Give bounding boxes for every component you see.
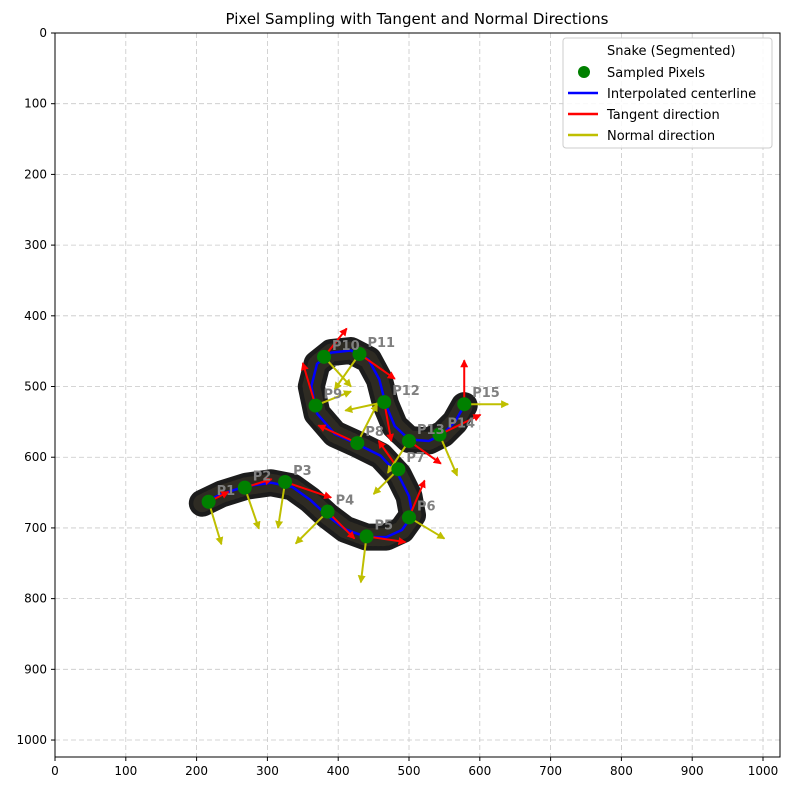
- sampled-pixel-point: [402, 433, 417, 448]
- point-label: P11: [367, 336, 395, 351]
- plot-frame: [54, 32, 781, 758]
- point-label: P15: [472, 386, 500, 401]
- x-tick-label: 800: [610, 764, 633, 778]
- sampled-pixel-point: [237, 480, 252, 495]
- sampled-pixel-point: [391, 462, 406, 477]
- y-tick-label: 800: [24, 592, 47, 606]
- normal-arrow: [333, 353, 361, 391]
- point-label: P8: [365, 425, 384, 440]
- x-tick-label: 900: [681, 764, 704, 778]
- x-tick-label: 100: [114, 764, 137, 778]
- x-tick-label: 300: [256, 764, 279, 778]
- normal-arrow: [275, 481, 287, 529]
- point-label: P9: [324, 388, 343, 403]
- y-tick-label: 400: [24, 309, 47, 323]
- point-label: P13: [417, 423, 445, 438]
- y-axis: 0 100 200 300 400 500 600 700 800 900 1000: [16, 26, 55, 747]
- y-tick-label: 700: [24, 521, 47, 535]
- x-tick-label: 0: [51, 764, 59, 778]
- sampled-pixel-point: [320, 504, 335, 519]
- sampled-pixel-point: [350, 436, 365, 451]
- legend-box: [562, 37, 773, 149]
- x-tick-label: 500: [398, 764, 421, 778]
- sampled-pixel-point: [201, 494, 216, 509]
- y-tick-label: 600: [24, 450, 47, 464]
- x-tick-label: 600: [468, 764, 491, 778]
- y-tick-label: 0: [39, 26, 47, 40]
- point-label: P12: [392, 384, 420, 399]
- tangent-arrow: [439, 413, 482, 436]
- x-axis: 0 100 200 300 400 500 600 700 800 900 1000: [51, 757, 778, 778]
- sampled-pixel-point: [377, 395, 392, 410]
- tangent-arrow: [300, 362, 317, 406]
- sampled-pixel-point: [402, 510, 417, 525]
- sampled-pixel-point: [308, 398, 323, 413]
- x-tick-label: 400: [327, 764, 350, 778]
- y-tick-label: 1000: [16, 733, 47, 747]
- legend-label-tangent: Tangent direction: [606, 108, 720, 123]
- normal-arrow: [295, 510, 329, 545]
- sampled-pixel-point: [457, 397, 472, 412]
- point-label: P1: [217, 484, 236, 499]
- tangent-arrow: [358, 353, 396, 380]
- legend-label-centerline: Interpolated centerline: [607, 87, 756, 102]
- normal-arrow: [243, 487, 261, 530]
- y-tick-label: 200: [24, 167, 47, 181]
- point-label: P5: [375, 518, 394, 533]
- sampled-pixel-point: [352, 346, 367, 361]
- tangent-arrow: [284, 481, 333, 500]
- x-tick-label: 200: [185, 764, 208, 778]
- label-layer: P1 P2 P3 P4 P5 P6 P7 P8 P9 P10 P11 P12 P13 P14 P15: [217, 336, 500, 533]
- point-layer: [201, 346, 472, 544]
- x-tick-label: 700: [539, 764, 562, 778]
- point-label: P3: [293, 464, 312, 479]
- legend-label-normal: Normal direction: [607, 129, 715, 144]
- sampled-pixel-point: [359, 529, 374, 544]
- y-tick-label: 100: [24, 97, 47, 111]
- normal-arrow: [207, 501, 224, 546]
- y-tick-label: 900: [24, 662, 47, 676]
- y-tick-label: 300: [24, 238, 47, 252]
- vector-layer: [207, 327, 510, 584]
- sampled-pixel-point: [317, 349, 332, 364]
- legend: Snake (Segmented) Sampled Pixels Interpo…: [562, 37, 773, 149]
- tangent-arrow: [317, 424, 358, 444]
- normal-arrow: [357, 536, 368, 584]
- legend-label-snake: Snake (Segmented): [607, 44, 736, 59]
- normal-arrow: [356, 403, 379, 444]
- point-label: P4: [336, 494, 355, 509]
- point-label: P10: [332, 339, 360, 354]
- y-tick-label: 500: [24, 380, 47, 394]
- legend-marker-sampled-pixels: [578, 66, 590, 78]
- point-label: P14: [447, 417, 475, 432]
- legend-label-sampled-pixels: Sampled Pixels: [607, 66, 705, 81]
- point-label: P6: [417, 499, 436, 514]
- x-tick-label: 1000: [748, 764, 779, 778]
- point-label: P2: [253, 470, 272, 485]
- chart-title: Pixel Sampling with Tangent and Normal D…: [226, 10, 609, 28]
- normal-arrow: [438, 434, 459, 477]
- point-label: P7: [406, 451, 425, 466]
- sampled-pixel-point: [278, 474, 293, 489]
- sampled-pixel-point: [432, 427, 447, 442]
